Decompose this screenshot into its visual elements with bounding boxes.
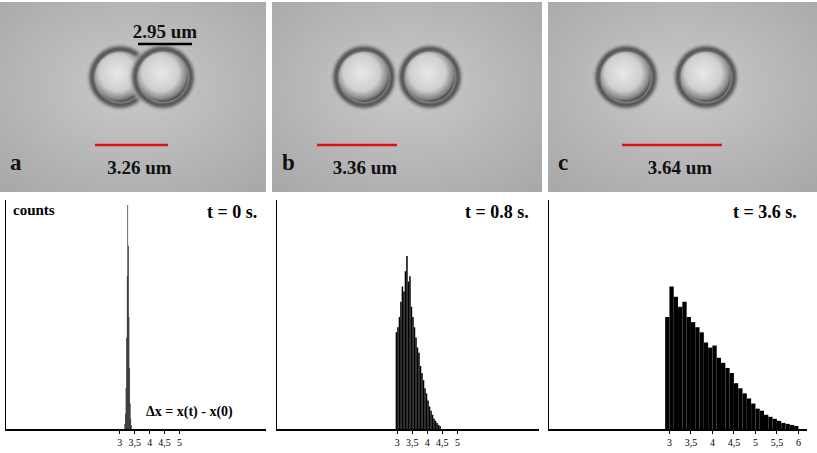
svg-text:3.64 um: 3.64 um [648,157,713,178]
svg-text:5: 5 [177,437,182,448]
svg-text:4,5: 4,5 [728,437,741,448]
svg-text:3.26 um: 3.26 um [107,157,172,178]
svg-text:t = 3.6 s.: t = 3.6 s. [733,202,797,222]
svg-text:a: a [10,150,22,175]
svg-text:t = 0 s.: t = 0 s. [207,202,257,222]
svg-text:t = 0.8 s.: t = 0.8 s. [465,202,529,222]
svg-text:5: 5 [455,437,460,448]
svg-text:5,5: 5,5 [771,437,784,448]
svg-text:4,5: 4,5 [158,437,171,448]
svg-text:4: 4 [425,437,430,448]
svg-text:3: 3 [395,437,400,448]
svg-text:c: c [558,150,568,175]
svg-text:4: 4 [147,437,152,448]
svg-text:3: 3 [667,437,672,448]
svg-text:3,5: 3,5 [128,437,141,448]
svg-text:3.36 um: 3.36 um [333,157,398,178]
svg-text:3: 3 [117,437,122,448]
svg-text:6: 6 [796,437,801,448]
svg-text:4: 4 [710,437,715,448]
svg-text:3,5: 3,5 [685,437,698,448]
svg-text:Δx = x(t) - x(0): Δx = x(t) - x(0) [146,404,233,420]
svg-text:counts: counts [13,202,55,218]
svg-text:2.95 um: 2.95 um [133,21,198,42]
svg-text:3,5: 3,5 [406,437,419,448]
svg-text:5: 5 [753,437,758,448]
svg-text:4,5: 4,5 [436,437,449,448]
svg-text:b: b [282,150,295,175]
